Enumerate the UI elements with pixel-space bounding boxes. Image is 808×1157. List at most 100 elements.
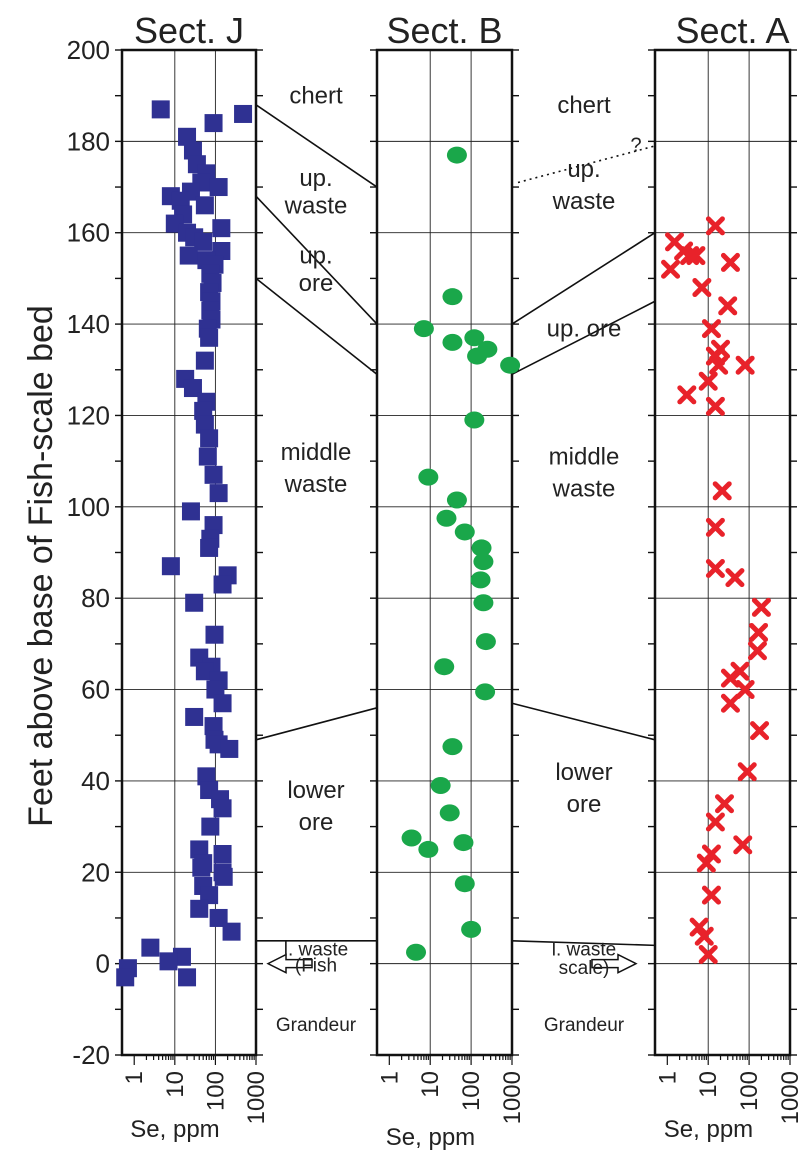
- y-tick-label: 100: [67, 492, 110, 522]
- data-point-square: [178, 127, 197, 146]
- y-tick-label: 0: [96, 949, 110, 979]
- data-point-circle: [439, 804, 460, 822]
- data-point-square: [151, 100, 170, 119]
- data-point-circle: [446, 146, 467, 164]
- data-point-square: [222, 922, 241, 941]
- cross-stroke: [750, 721, 770, 741]
- y-tick-label: 80: [81, 583, 110, 613]
- y-tick-label: 200: [67, 35, 110, 65]
- data-point-square: [197, 767, 216, 786]
- cross-stroke: [705, 558, 725, 578]
- cross-stroke: [698, 945, 718, 964]
- cross-stroke: [751, 597, 771, 617]
- data-point-square: [195, 196, 214, 215]
- data-point-cross: [750, 721, 770, 741]
- cross-stroke: [705, 517, 725, 537]
- stratigraphic-label: up.: [299, 165, 332, 192]
- x-axis-label: Se, ppm: [664, 1116, 753, 1143]
- stratigraphic-label: Grandeur: [544, 1015, 625, 1036]
- x-tick-label: 1000: [777, 1071, 804, 1124]
- panel-title: Sect. B: [386, 10, 502, 51]
- cross-stroke: [737, 762, 757, 782]
- stratigraphic-label: ore: [567, 791, 602, 818]
- correlation-line: [511, 702, 656, 741]
- data-point-circle: [470, 571, 491, 589]
- data-point-square: [195, 662, 214, 681]
- data-point-circle: [434, 658, 455, 676]
- correlation-lines: [255, 104, 656, 974]
- data-point-cross: [701, 885, 721, 905]
- cross-stroke: [665, 232, 685, 252]
- cross-stroke: [701, 885, 721, 905]
- x-tick-label: 1000: [243, 1071, 270, 1124]
- x-tick-label: 10: [417, 1071, 444, 1098]
- data-point-square: [159, 952, 178, 971]
- data-point-square: [204, 114, 223, 133]
- data-point-square: [183, 379, 202, 398]
- data-point-square: [220, 739, 239, 758]
- data-point-square: [209, 484, 228, 503]
- data-point-circle: [461, 920, 482, 938]
- data-point-cross: [705, 216, 725, 236]
- panel-frame: [375, 48, 514, 1057]
- data-point-circle: [442, 288, 463, 306]
- stratigraphic-label: chert: [557, 92, 611, 119]
- cross-stroke: [705, 216, 725, 236]
- y-tick-label: 60: [81, 675, 110, 705]
- data-point-cross: [686, 246, 706, 266]
- data-point-square: [212, 242, 231, 260]
- data-point-cross: [712, 481, 732, 501]
- gridlines: [122, 49, 790, 1056]
- data-point-square: [206, 680, 225, 699]
- data-point-circle: [464, 329, 485, 347]
- data-point-cross: [749, 622, 769, 642]
- data-point-cross: [714, 794, 734, 814]
- cross-stroke: [725, 568, 745, 588]
- data-point-square: [190, 899, 209, 918]
- data-point-square: [171, 191, 190, 210]
- y-tick-label: 180: [67, 126, 110, 156]
- panel-frames: [120, 48, 792, 1057]
- data-point-circle: [406, 943, 427, 961]
- data-point-cross: [701, 844, 721, 864]
- data-point-square: [178, 968, 197, 987]
- cross-stroke: [733, 835, 753, 855]
- data-point-cross: [696, 853, 716, 873]
- data-point-cross: [725, 568, 745, 588]
- data-point-square: [205, 625, 224, 644]
- data-point-square: [116, 968, 135, 987]
- data-point-circle: [436, 509, 457, 527]
- x-tick-label: 100: [458, 1071, 485, 1111]
- data-point-circle: [500, 356, 521, 374]
- stratigraphic-label: waste: [284, 471, 348, 498]
- data-point-square: [200, 429, 219, 448]
- y-tick-label: 120: [67, 400, 110, 430]
- data-point-cross: [733, 835, 753, 855]
- x-tick-label: 1: [376, 1071, 403, 1084]
- panel-title: Sect. A: [675, 10, 789, 51]
- data-point-square: [213, 799, 232, 818]
- data-point-square: [209, 178, 228, 197]
- data-point-cross: [709, 355, 729, 375]
- cross-stroke: [694, 926, 714, 946]
- stratigraphic-label: (Fish: [295, 956, 337, 977]
- data-point-circle: [413, 320, 434, 338]
- cross-stroke: [720, 693, 740, 713]
- data-point-square: [213, 845, 232, 863]
- data-point-square: [185, 707, 204, 726]
- stratigraphic-label: ore: [299, 809, 334, 836]
- y-axis-label: Feet above base of Fish-scale bed: [22, 305, 60, 827]
- data-point-cross: [698, 945, 718, 964]
- correlation-line: [511, 300, 656, 376]
- data-point-cross: [718, 296, 738, 316]
- stratigraphic-label: waste: [284, 192, 348, 219]
- x-tick-label: 100: [736, 1071, 763, 1111]
- stratigraphic-label: middle: [549, 444, 620, 471]
- data-point-cross: [661, 259, 681, 279]
- stratigraphic-label: up.: [567, 156, 600, 183]
- cross-stroke: [749, 622, 769, 642]
- data-point-cross: [705, 812, 725, 832]
- data-point-square: [195, 351, 214, 370]
- arrow-right: [591, 953, 638, 974]
- data-point-cross: [689, 917, 709, 937]
